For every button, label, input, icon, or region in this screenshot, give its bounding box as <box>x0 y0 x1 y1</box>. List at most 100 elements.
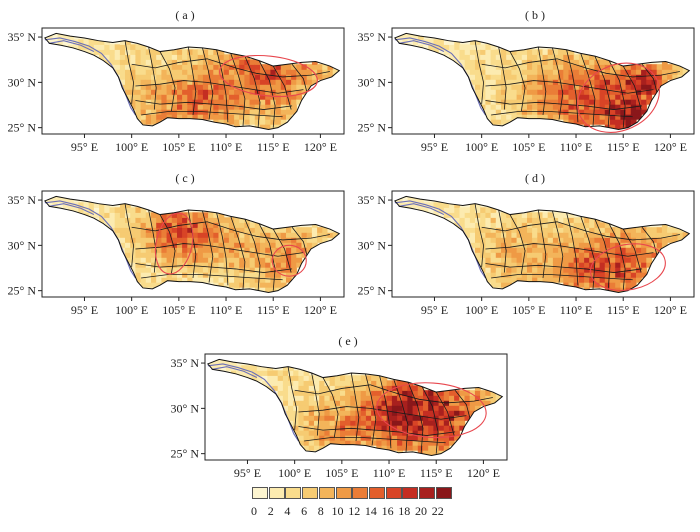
lat-tick-label: 35° N <box>8 30 37 44</box>
highlight-ellipse <box>376 382 487 439</box>
highlight-ellipse <box>590 243 666 291</box>
colorbar-cell <box>435 487 452 499</box>
river-line <box>398 40 445 53</box>
map-e: 35° N 30° N 25° N 95° E 100° E 105° E 110° E 11… <box>171 353 508 480</box>
lat-tick-label: 30° N <box>358 238 387 252</box>
colorbar-cell <box>302 487 319 499</box>
colorbar-tick-label: 6 <box>301 504 308 518</box>
colorbar-tick-label: 12 <box>348 504 361 518</box>
colorbar-tick-label: 10 <box>331 504 344 518</box>
colorbar-cell <box>252 487 268 499</box>
lat-tick-label: 30° N <box>171 401 200 415</box>
lon-tick-label: 120° E <box>654 140 687 154</box>
river-line <box>44 37 136 116</box>
lat-tick-label: 25° N <box>358 121 387 135</box>
basin-outline <box>393 32 691 130</box>
lon-tick-label: 100° E <box>465 140 498 154</box>
lon-tick-label: 120° E <box>654 303 687 317</box>
colorbar-cell <box>335 487 352 499</box>
colorbar-cell <box>352 487 369 499</box>
sub-basin-boundaries <box>474 203 680 291</box>
sub-basin-boundaries <box>474 40 680 128</box>
lat-tick-label: 25° N <box>171 447 200 461</box>
river-line <box>211 366 258 379</box>
lon-tick-label: 105° E <box>162 140 195 154</box>
highlight-ellipse <box>577 62 660 133</box>
lon-tick-label: 115° E <box>420 466 453 480</box>
colorbar-tick-label: 4 <box>284 504 291 518</box>
map-b: 35° N 30° N 25° N 95° E 100° E 105° E 110° E 11… <box>358 27 695 154</box>
map-panel-b: ( b ) 35° N 30° N 25° N 95° E 100° E 105° E 11… <box>350 0 700 170</box>
axes-frame <box>41 190 345 298</box>
river-line <box>44 200 136 279</box>
panel-label-d: ( d ) <box>525 171 545 185</box>
river-line <box>398 203 445 216</box>
river-line <box>48 203 95 216</box>
axes-frame <box>204 353 508 461</box>
lat-tick-label: 25° N <box>358 284 387 298</box>
colorbar-cell <box>268 487 285 499</box>
lon-tick-label: 105° E <box>512 140 545 154</box>
lon-tick-label: 120° E <box>467 466 500 480</box>
lat-tick-label: 25° N <box>8 121 37 135</box>
lon-tick-label: 110° E <box>210 303 243 317</box>
lon-tick-label: 100° E <box>115 140 148 154</box>
basin-outline <box>43 32 341 130</box>
highlight-ellipse <box>219 54 318 98</box>
basin-outline <box>393 195 691 293</box>
colorbar-cell <box>285 487 302 499</box>
sub-basin-boundaries <box>287 366 493 454</box>
lon-tick-label: 105° E <box>512 303 545 317</box>
axes-frame <box>391 27 695 135</box>
lat-tick-label: 25° N <box>8 284 37 298</box>
precip-field <box>210 360 502 456</box>
lon-tick-label: 95° E <box>421 303 448 317</box>
sub-basin-boundaries <box>124 203 330 291</box>
river-line <box>207 363 299 442</box>
map-panel-c: ( c ) 35° N 30° N 25° N 95° E 100° E 105° E 11… <box>0 163 350 333</box>
lon-tick-label: 110° E <box>210 140 243 154</box>
colorbar-tick-label: 18 <box>398 504 411 518</box>
sub-basin-boundaries <box>124 40 330 128</box>
panel-label-e: ( e ) <box>338 334 358 348</box>
colorbar-tick-label: 16 <box>381 504 394 518</box>
lon-tick-label: 105° E <box>325 466 358 480</box>
colorbar-tick-label: 14 <box>364 504 377 518</box>
lon-tick-label: 105° E <box>162 303 195 317</box>
lon-tick-label: 115° E <box>257 140 290 154</box>
lon-tick-label: 95° E <box>71 303 98 317</box>
map-d: 35° N 30° N 25° N 95° E 100° E 105° E 110° E 11… <box>358 190 695 317</box>
axes-frame <box>41 27 345 135</box>
colorbar-cell <box>419 487 435 499</box>
colorbar-cell <box>385 487 402 499</box>
river-line <box>394 200 486 279</box>
river-line <box>48 40 95 53</box>
lon-tick-label: 120° E <box>304 140 337 154</box>
colorbar-cell <box>368 487 385 499</box>
map-panel-e: ( e ) 35° N 30° N 25° N 95° E 100° E 105° E 11… <box>163 326 513 496</box>
lon-tick-label: 95° E <box>421 140 448 154</box>
highlight-ellipse <box>271 244 307 277</box>
lon-tick-label: 95° E <box>234 466 261 480</box>
lon-tick-label: 120° E <box>304 303 337 317</box>
map-a: 35° N 30° N 25° N 95° E 100° E 105° E 110° E 11… <box>8 27 345 154</box>
colorbar-tick-label: 20 <box>415 504 427 518</box>
map-panel-d: ( d ) 35° N 30° N 25° N 95° E 100° E 105° E 11… <box>350 163 700 333</box>
lon-tick-label: 115° E <box>607 303 640 317</box>
lon-tick-label: 110° E <box>560 140 593 154</box>
colorbar-tick-label: 0 <box>251 504 257 518</box>
map-c: 35° N 30° N 25° N 95° E 100° E 105° E 110° E 11… <box>8 190 345 317</box>
lat-tick-label: 30° N <box>358 75 387 89</box>
colorbar-tick-label: 8 <box>317 504 324 518</box>
lon-tick-label: 110° E <box>373 466 406 480</box>
lon-tick-label: 115° E <box>257 303 290 317</box>
lon-tick-label: 95° E <box>71 140 98 154</box>
lat-tick-label: 35° N <box>171 356 200 370</box>
map-panel-a: ( a ) 35° N 30° N 25° N 95° E 100° E 105° E 11… <box>0 0 350 170</box>
lat-tick-label: 35° N <box>358 30 387 44</box>
basin-outline <box>206 358 504 456</box>
lon-tick-label: 115° E <box>607 140 640 154</box>
lat-tick-label: 35° N <box>358 193 387 207</box>
panel-label-c: ( c ) <box>175 171 195 185</box>
lat-tick-label: 30° N <box>8 238 37 252</box>
